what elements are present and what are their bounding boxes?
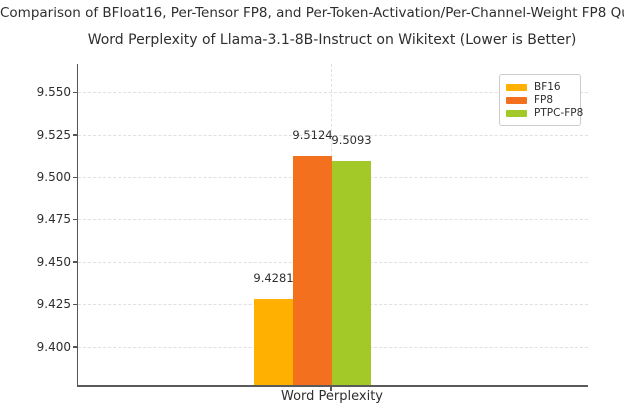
y-tick-label: 9.450 — [36, 254, 71, 269]
bar-bf16 — [254, 299, 293, 385]
y-tick-mark — [73, 346, 77, 348]
y-tick-mark — [73, 134, 77, 136]
y-gridline — [78, 134, 588, 136]
bar-value-label-ptpc-fp8: 9.5093 — [331, 133, 372, 148]
legend-label: BF16 — [534, 81, 561, 93]
legend-swatch-icon — [506, 83, 527, 91]
y-tick-label: 9.550 — [36, 85, 71, 100]
legend: BF16 FP8 PTPC-FP8 — [499, 74, 584, 126]
y-tick-label: 9.475 — [36, 212, 71, 227]
bar-value-label-fp8: 9.5124 — [292, 127, 333, 142]
y-tick-mark — [73, 303, 77, 306]
legend-label: FP8 — [534, 94, 554, 106]
y-gridline — [78, 92, 588, 94]
legend-item-bf16: BF16 — [506, 81, 580, 93]
y-tick-mark — [73, 261, 77, 263]
legend-swatch-icon — [506, 96, 527, 104]
bar-fp8 — [293, 155, 332, 385]
y-tick-mark — [73, 91, 77, 94]
y-tick-label: 9.500 — [36, 170, 71, 184]
legend-swatch-icon — [506, 109, 527, 117]
legend-label: PTPC-FP8 — [534, 107, 584, 119]
figure-suptitle: Comparison of BFloat16, Per-Tensor FP8, … — [0, 5, 624, 21]
plot-area: 9.4281 9.5124 9.5093 BF16 FP8 PTPC-FP8 — [77, 64, 588, 387]
y-tick-label: 9.425 — [36, 297, 71, 312]
bar-ptpc-fp8 — [332, 161, 371, 385]
legend-item-ptpc-fp8: PTPC-FP8 — [506, 107, 584, 119]
y-tick-label: 9.525 — [36, 127, 71, 142]
x-axis-label: Word Perplexity — [281, 389, 383, 404]
legend-item-fp8: FP8 — [506, 94, 580, 106]
y-tick-label: 9.400 — [36, 339, 71, 354]
y-tick-mark — [73, 218, 77, 221]
chart-title: Word Perplexity of Llama-3.1-8B-Instruct… — [87, 32, 577, 48]
y-tick-mark — [73, 176, 77, 178]
bar-value-label-bf16: 9.4281 — [253, 271, 294, 286]
x-tick-mark — [330, 387, 332, 391]
